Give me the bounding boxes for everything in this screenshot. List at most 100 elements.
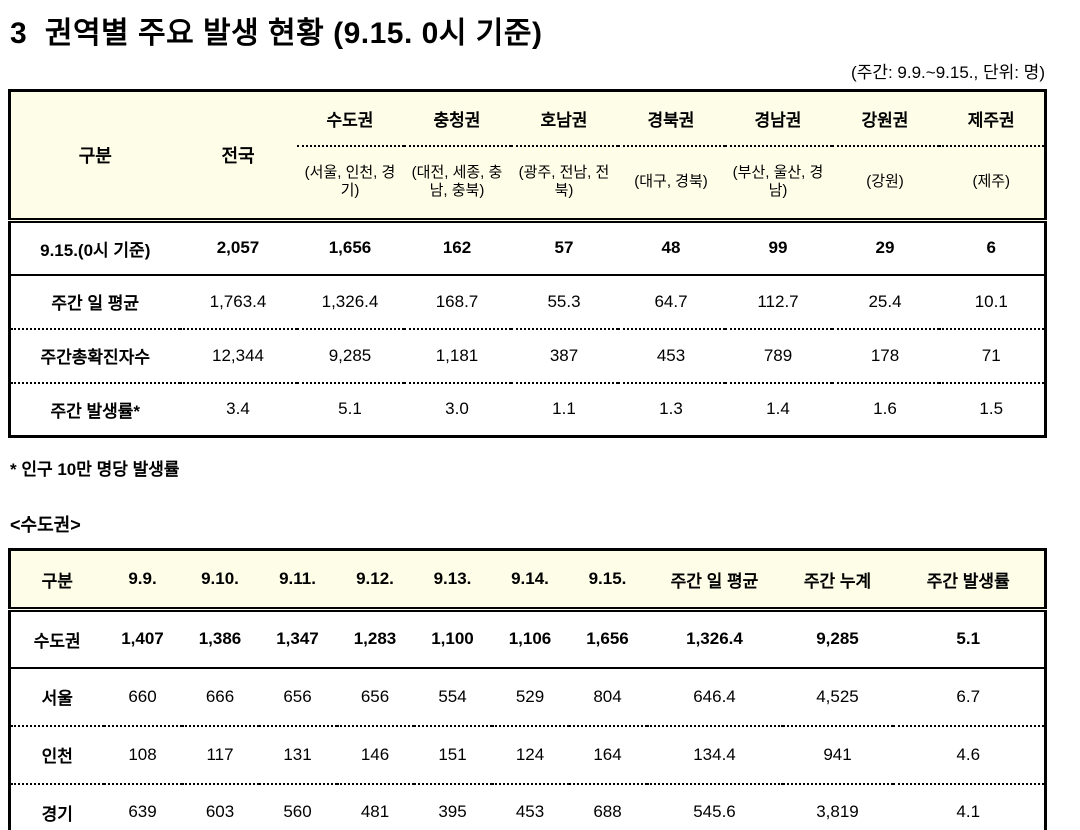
cell: 1,347 xyxy=(276,629,319,649)
cell: 64.7 xyxy=(617,273,725,329)
cell: 395 xyxy=(413,782,492,830)
cell: 1,656 xyxy=(586,629,629,649)
cell: 5.1 xyxy=(956,629,981,649)
regional-summary-table: 구분 전국 수도권 충청권 호남권 경북권 경남권 강원권 제주권 (서울, 인… xyxy=(8,89,1047,438)
cell: 1,763.4 xyxy=(179,273,297,329)
header-row: 구분 9.9. 9.10. 9.11. 9.12. 9.13. 9.14. 9.… xyxy=(9,549,1046,612)
table-row: 경기 639 603 560 481 395 453 688 545.6 3,8… xyxy=(9,782,1046,830)
cell: 99 xyxy=(768,238,788,258)
col-header: 주간 일 평균 xyxy=(646,549,783,612)
cell: 1.4 xyxy=(724,381,832,437)
col-header: 9.10. xyxy=(181,549,259,612)
cell: 646.4 xyxy=(646,666,783,726)
cell: 4.6 xyxy=(892,724,1046,784)
cell: 71 xyxy=(938,327,1046,383)
cell: 1.1 xyxy=(510,381,618,437)
cell: 3.4 xyxy=(179,381,297,437)
table-row: 주간총확진자수 12,344 9,285 1,181 387 453 789 1… xyxy=(9,327,1046,383)
cell: 12,344 xyxy=(179,327,297,383)
cell: 804 xyxy=(568,666,647,726)
section-label-sudogwon: <수도권> xyxy=(10,515,81,535)
col-header-region-sub: (대전, 세종, 충남, 충북) xyxy=(403,144,511,223)
cell: 168.7 xyxy=(403,273,511,329)
cell: 55.3 xyxy=(510,273,618,329)
col-header: 9.11. xyxy=(258,549,337,612)
col-header-region-sub: (제주) xyxy=(938,144,1046,223)
cell: 453 xyxy=(491,782,569,830)
table-row: 수도권 1,407 1,386 1,347 1,283 1,100 1,106 … xyxy=(10,610,1046,668)
cell: 151 xyxy=(413,724,492,784)
col-header-region: 경남권 xyxy=(724,90,832,146)
cell: 656 xyxy=(336,666,414,726)
cell: 1,326.4 xyxy=(686,629,743,649)
cell: 162 xyxy=(442,238,472,258)
cell: 453 xyxy=(617,327,725,383)
col-header: 9.13. xyxy=(413,549,492,612)
cell: 1,283 xyxy=(353,629,397,649)
cell: 131 xyxy=(258,724,337,784)
footnote: * 인구 10만 명당 발생률 xyxy=(10,460,180,479)
cell: 1.5 xyxy=(938,381,1046,437)
col-header-region-sub: (강원) xyxy=(831,144,939,223)
cell: 639 xyxy=(103,782,182,830)
cell: 112.7 xyxy=(724,273,832,329)
cell: 146 xyxy=(336,724,414,784)
cell: 3,819 xyxy=(782,782,893,830)
col-header: 주간 발생률 xyxy=(892,549,1046,612)
col-header: 9.9. xyxy=(103,549,182,612)
cell: 178 xyxy=(831,327,939,383)
cell: 560 xyxy=(258,782,337,830)
cell: 387 xyxy=(510,327,618,383)
cell: 29 xyxy=(875,238,895,258)
cell: 134.4 xyxy=(646,724,783,784)
cell: 1,326.4 xyxy=(296,273,404,329)
col-header-region: 제주권 xyxy=(938,90,1046,146)
cell: 2,057 xyxy=(216,238,260,258)
cell: 554 xyxy=(413,666,492,726)
row-label: 주간 발생률* xyxy=(9,381,180,437)
cell: 10.1 xyxy=(938,273,1046,329)
col-header-total: 전국 xyxy=(179,90,297,223)
unit-note: (주간: 9.9.~9.15., 단위: 명) xyxy=(851,63,1045,82)
col-header-region-sub: (서울, 인천, 경기) xyxy=(296,144,404,223)
col-header-region: 호남권 xyxy=(510,90,618,146)
col-header-region: 충청권 xyxy=(403,90,511,146)
cell: 1.3 xyxy=(617,381,725,437)
cell: 57 xyxy=(554,238,574,258)
page-title: 3 권역별 주요 발생 현황 (9.15. 0시 기준) xyxy=(10,17,543,50)
cell: 545.6 xyxy=(646,782,783,830)
cell: 124 xyxy=(491,724,569,784)
row-label: 인천 xyxy=(9,724,104,784)
cell: 4,525 xyxy=(782,666,893,726)
col-header: 주간 누계 xyxy=(782,549,893,612)
col-header-region-sub: (부산, 울산, 경남) xyxy=(724,144,832,223)
row-label: 경기 xyxy=(9,782,104,830)
cell: 4.1 xyxy=(892,782,1046,830)
row-label: 주간총확진자수 xyxy=(9,327,180,383)
header-row-region-subs: (서울, 인천, 경기) (대전, 세종, 충남, 충북) (광주, 전남, 전… xyxy=(10,144,1046,223)
table-row: 9.15.(0시 기준) 2,057 1,656 162 57 48 99 29… xyxy=(10,221,1046,275)
col-header-gubun: 구분 xyxy=(9,90,180,223)
cell: 3.0 xyxy=(403,381,511,437)
cell: 1,181 xyxy=(403,327,511,383)
col-header: 9.14. xyxy=(491,549,569,612)
cell: 9,285 xyxy=(816,629,859,649)
table-row: 인천 108 117 131 146 151 124 164 134.4 941… xyxy=(9,724,1046,784)
col-header-region: 경북권 xyxy=(617,90,725,146)
cell: 6.7 xyxy=(892,666,1046,726)
cell: 164 xyxy=(568,724,647,784)
cell: 666 xyxy=(181,666,259,726)
row-label: 수도권 xyxy=(33,631,81,651)
col-header: 9.12. xyxy=(336,549,414,612)
cell: 48 xyxy=(661,238,681,258)
table-row: 주간 발생률* 3.4 5.1 3.0 1.1 1.3 1.4 1.6 1.5 xyxy=(9,381,1046,437)
cell: 1,106 xyxy=(508,629,552,649)
row-label: 주간 일 평균 xyxy=(9,273,180,329)
col-header-region: 강원권 xyxy=(831,90,939,146)
header-row-region-names: 구분 전국 수도권 충청권 호남권 경북권 경남권 강원권 제주권 xyxy=(9,90,1046,223)
cell: 1,386 xyxy=(198,629,242,649)
cell: 941 xyxy=(782,724,893,784)
col-header: 구분 xyxy=(9,549,104,612)
col-header-region-sub: (대구, 경북) xyxy=(617,144,725,223)
cell: 6 xyxy=(986,238,996,258)
